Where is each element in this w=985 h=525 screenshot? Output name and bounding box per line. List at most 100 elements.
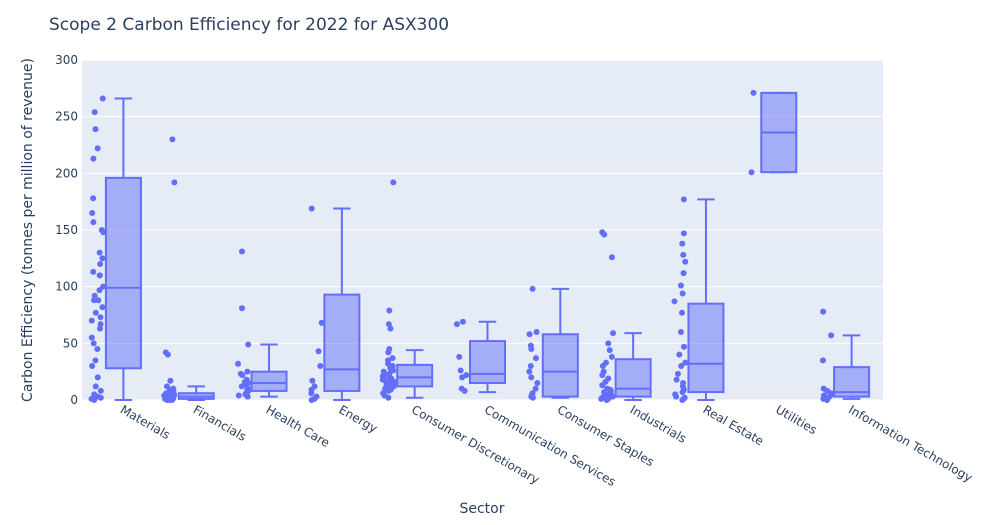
data-point: [169, 136, 176, 143]
data-point: [677, 282, 684, 289]
data-point: [679, 309, 686, 316]
data-point: [603, 397, 610, 403]
data-point: [680, 230, 687, 237]
data-point: [533, 329, 540, 335]
y-axis-title: Carbon Efficiency (tonnes per million of…: [20, 58, 36, 402]
data-point: [680, 196, 687, 203]
data-point: [679, 389, 686, 396]
data-point: [828, 332, 835, 339]
y-tick-label: 250: [55, 110, 78, 124]
data-point: [99, 95, 106, 102]
x-tick-label: Utilities: [773, 402, 819, 437]
x-tick-label: Industrials: [628, 402, 689, 445]
data-point: [91, 109, 98, 116]
box-financials: [161, 136, 215, 403]
data-point: [97, 314, 104, 321]
data-point: [532, 385, 539, 392]
y-tick-label: 200: [55, 166, 78, 180]
data-point: [682, 258, 689, 265]
box-energy: [308, 205, 361, 403]
data-point: [308, 205, 315, 212]
data-point: [528, 346, 535, 352]
box-health-care: [235, 248, 288, 400]
iqr-box: [614, 358, 652, 398]
x-axis-title: Sector: [459, 501, 504, 517]
data-point: [235, 392, 242, 399]
data-point: [385, 394, 392, 401]
data-point: [682, 359, 689, 366]
data-point: [89, 210, 96, 216]
data-point: [461, 387, 468, 394]
data-point: [235, 360, 242, 367]
data-point: [90, 195, 97, 202]
data-point: [96, 325, 103, 332]
x-tick-label: Energy: [336, 402, 379, 435]
data-point: [457, 367, 464, 374]
data-point: [385, 387, 392, 394]
iqr-box: [541, 333, 579, 398]
iqr-box: [687, 302, 725, 394]
data-point: [526, 368, 533, 375]
data-point: [90, 268, 97, 275]
data-point: [385, 360, 392, 367]
data-point: [608, 254, 615, 261]
iqr-box: [469, 340, 506, 385]
data-point: [748, 169, 755, 176]
data-point: [99, 304, 106, 311]
y-tick-label: 50: [63, 336, 78, 350]
iqr-box: [104, 176, 142, 370]
data-point: [91, 297, 98, 304]
data-point: [89, 363, 96, 369]
data-point: [599, 382, 606, 389]
data-point: [671, 298, 678, 305]
data-point: [820, 308, 827, 315]
data-point: [244, 393, 251, 400]
x-tick-label: Real Estate: [700, 402, 766, 448]
box-industrials: [598, 229, 652, 403]
data-point: [92, 126, 99, 133]
data-point: [164, 397, 171, 403]
data-point: [97, 387, 104, 394]
data-point: [610, 330, 617, 337]
data-point: [96, 249, 103, 256]
chart-title: Scope 2 Carbon Efficiency for 2022 for A…: [49, 15, 449, 35]
x-axis-ticks: Materials Financials Health Care Energy Cons…: [118, 402, 975, 489]
x-tick-label: Financials: [191, 402, 249, 444]
box-materials: [88, 95, 142, 403]
data-point: [390, 179, 397, 186]
data-point: [601, 231, 608, 238]
y-tick-label: 0: [70, 393, 78, 407]
data-point: [532, 355, 539, 362]
data-point: [92, 309, 99, 316]
data-point: [676, 351, 683, 358]
data-point: [91, 292, 98, 299]
x-tick-label: Consumer Discretionary: [409, 402, 541, 487]
data-point: [528, 374, 535, 381]
data-point: [386, 307, 393, 314]
data-point: [674, 370, 681, 377]
data-point: [608, 353, 615, 360]
data-point: [824, 397, 831, 403]
data-point: [164, 351, 171, 358]
data-point: [453, 321, 460, 328]
data-point: [239, 372, 246, 379]
data-point: [318, 319, 325, 326]
data-point: [529, 285, 536, 292]
data-point: [459, 318, 466, 325]
data-point: [599, 363, 606, 369]
data-point: [308, 397, 315, 403]
data-point: [308, 390, 315, 397]
box-consumer-staples: [526, 285, 579, 401]
data-point: [90, 340, 97, 347]
data-point: [673, 376, 680, 383]
data-point: [681, 343, 688, 350]
data-point: [94, 346, 101, 352]
data-point: [245, 341, 252, 348]
data-point: [677, 329, 684, 335]
data-point: [167, 377, 174, 384]
data-point: [679, 290, 686, 297]
box-series: [88, 89, 871, 403]
iqr-box: [323, 293, 361, 392]
box-information-technology: [819, 308, 871, 403]
